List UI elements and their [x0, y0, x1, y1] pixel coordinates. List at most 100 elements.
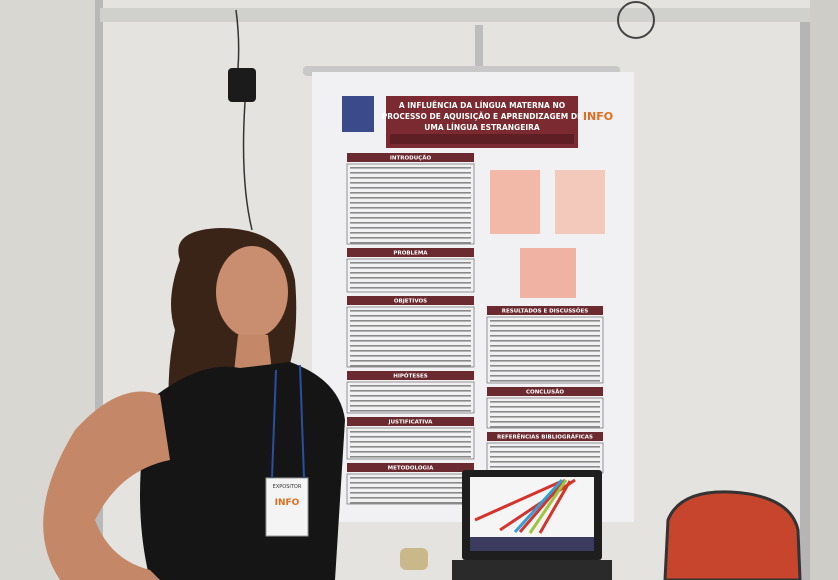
- body-text: [350, 207, 471, 209]
- body-text: [350, 431, 471, 433]
- body-text: [350, 325, 471, 327]
- body-text: [490, 401, 600, 403]
- body-text: [490, 461, 600, 463]
- poster-logo: INFO: [583, 110, 613, 123]
- body-text: [350, 482, 471, 484]
- body-text: [350, 451, 471, 453]
- section-title: INTRODUÇÃO: [390, 155, 432, 162]
- poster-title: A INFLUÊNCIA DA LÍNGUA MATERNA NO: [399, 101, 565, 110]
- body-text: [350, 315, 471, 317]
- body-text: [490, 335, 600, 337]
- neck: [234, 335, 272, 372]
- body-text: [350, 497, 471, 499]
- body-text: [490, 350, 600, 352]
- body-text: [350, 172, 471, 174]
- text-box: [346, 381, 475, 414]
- body-text: [490, 406, 600, 408]
- body-text: [350, 262, 471, 264]
- body-text: [350, 330, 471, 332]
- top-frame: [100, 8, 820, 22]
- body-text: [350, 446, 471, 448]
- body-text: [490, 421, 600, 423]
- section-title: JUSTIFICATIVA: [388, 420, 434, 426]
- figure: [520, 248, 576, 298]
- screen-bar: [470, 537, 594, 551]
- body-text: [350, 272, 471, 274]
- body-text: [490, 375, 600, 377]
- section-header: [347, 153, 474, 162]
- body-text: [350, 477, 471, 479]
- poster-title: UMA LÍNGUA ESTRANGEIRA: [424, 123, 540, 132]
- socket: [228, 68, 256, 102]
- body-text: [490, 325, 600, 327]
- body-text: [350, 400, 471, 402]
- body-text: [350, 237, 471, 239]
- body-text: [350, 355, 471, 357]
- screen-graphic: [528, 479, 568, 534]
- body-text: [350, 365, 471, 367]
- text-box: [346, 258, 475, 293]
- figure: [555, 170, 605, 234]
- section-title: METODOLOGIA: [388, 466, 434, 472]
- section-header: [347, 463, 474, 472]
- body-text: [490, 370, 600, 372]
- keyboard: [452, 560, 612, 580]
- body-text: [350, 212, 471, 214]
- body-text: [350, 436, 471, 438]
- body-text: [350, 502, 471, 504]
- text-box: [486, 316, 604, 384]
- body-text: [490, 340, 600, 342]
- body-text: [490, 451, 600, 453]
- section-header: [487, 306, 603, 315]
- body-text: [350, 405, 471, 407]
- body-text: [490, 416, 600, 418]
- body-text: [350, 202, 471, 204]
- pole: [95, 0, 103, 580]
- body-text: [350, 487, 471, 489]
- body-text: [490, 320, 600, 322]
- section-title: RESULTADOS E DISCUSSÕES: [502, 308, 589, 315]
- body-text: [490, 426, 600, 428]
- text-box: [346, 163, 475, 245]
- body-text: [350, 350, 471, 352]
- body-text: [350, 385, 471, 387]
- body-text: [350, 441, 471, 443]
- body-text: [350, 287, 471, 289]
- body-text: [350, 232, 471, 234]
- body-text: [350, 395, 471, 397]
- body-text: [490, 411, 600, 413]
- section-header: [347, 371, 474, 380]
- figure: [490, 170, 540, 234]
- text-box: [346, 306, 475, 368]
- body-text: [350, 267, 471, 269]
- body-text: [350, 222, 471, 224]
- tape: [400, 548, 428, 570]
- body-text: [350, 167, 471, 169]
- section-header: [347, 417, 474, 426]
- section-title: PROBLEMA: [393, 251, 428, 257]
- body-text: [350, 360, 471, 362]
- text-box: [346, 427, 475, 460]
- section-header: [487, 387, 603, 396]
- body-text: [350, 282, 471, 284]
- section-header: [347, 248, 474, 257]
- body-text: [350, 310, 471, 312]
- arm: [43, 391, 170, 580]
- section-title: CONCLUSÃO: [526, 389, 564, 396]
- university-logo: [342, 96, 374, 132]
- pole: [800, 20, 810, 580]
- chair: [663, 490, 802, 580]
- badge: [265, 477, 309, 537]
- body-text: [490, 345, 600, 347]
- body-text: [350, 340, 471, 342]
- badge-label: EXPOSITOR: [273, 484, 302, 490]
- body-text: [490, 360, 600, 362]
- body-text: [350, 192, 471, 194]
- body-text: [350, 345, 471, 347]
- fan: [617, 1, 655, 39]
- body-text: [490, 365, 600, 367]
- body-text: [350, 410, 471, 412]
- poster-title: PROCESSO DE AQUISIÇÃO E APRENDIZAGEM DE: [382, 112, 582, 121]
- lanyard: [271, 364, 305, 479]
